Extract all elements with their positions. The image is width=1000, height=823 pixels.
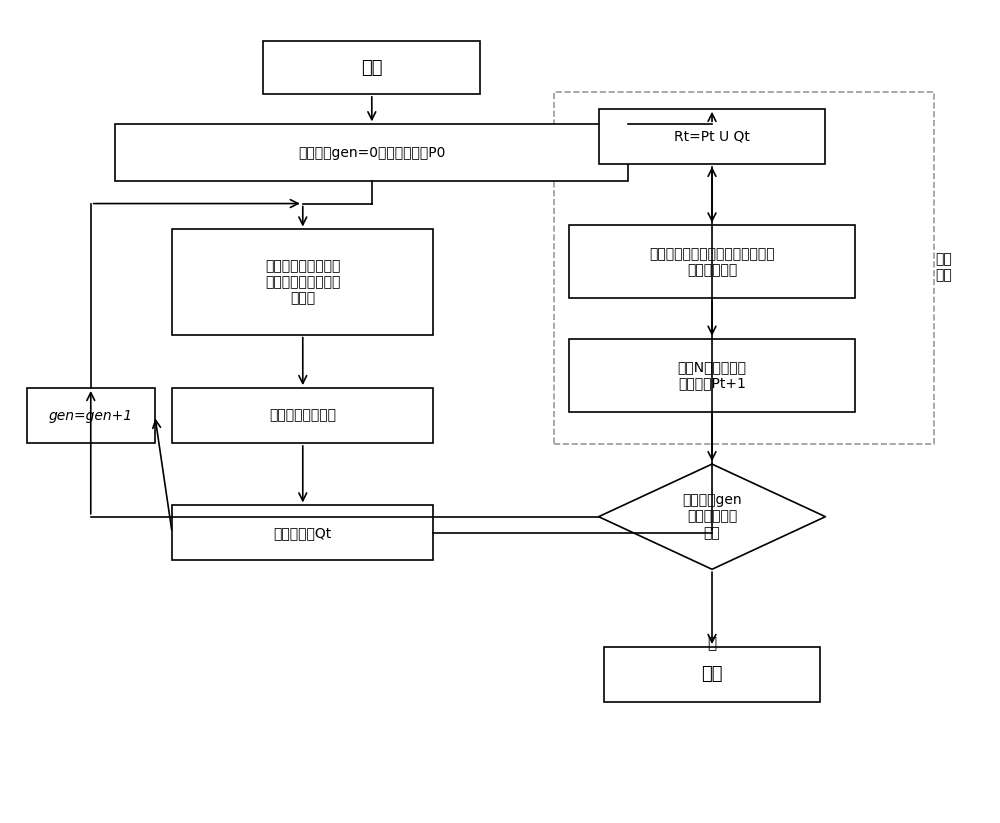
Text: 终止: 终止 bbox=[701, 666, 723, 683]
Bar bbox=[604, 647, 820, 702]
Bar bbox=[599, 109, 825, 164]
Text: 精英
策略: 精英 策略 bbox=[935, 253, 952, 282]
Text: 进化代数gen=0，初始化种群P0: 进化代数gen=0，初始化种群P0 bbox=[298, 146, 445, 160]
Bar bbox=[27, 388, 155, 443]
Text: 得到子种群Qt: 得到子种群Qt bbox=[274, 526, 332, 540]
Bar bbox=[172, 230, 433, 335]
Bar bbox=[263, 41, 480, 94]
Bar bbox=[569, 339, 855, 412]
Text: gen=gen+1: gen=gen+1 bbox=[49, 408, 133, 422]
Text: 快速非支配排序，并计算虚拟适应
度和拥挤距离: 快速非支配排序，并计算虚拟适应 度和拥挤距离 bbox=[649, 247, 775, 277]
Text: 快速非支配排序，并
计算虚拟适应度和拥
挤距离: 快速非支配排序，并 计算虚拟适应度和拥 挤距离 bbox=[265, 259, 340, 305]
Bar bbox=[554, 92, 934, 444]
Text: Rt=Pt U Qt: Rt=Pt U Qt bbox=[674, 129, 750, 143]
Text: 进化代数gen
是否达到最大
代数: 进化代数gen 是否达到最大 代数 bbox=[682, 494, 742, 540]
Text: 选前N个个体产生
父代种群Pt+1: 选前N个个体产生 父代种群Pt+1 bbox=[678, 360, 747, 390]
Bar bbox=[115, 124, 628, 181]
Bar bbox=[172, 505, 433, 560]
Text: 选择、交叉、变异: 选择、交叉、变异 bbox=[269, 408, 336, 422]
Bar bbox=[569, 226, 855, 298]
Polygon shape bbox=[599, 464, 825, 570]
Bar bbox=[172, 388, 433, 443]
Text: 开始: 开始 bbox=[361, 58, 383, 77]
Text: 是: 是 bbox=[707, 636, 717, 652]
